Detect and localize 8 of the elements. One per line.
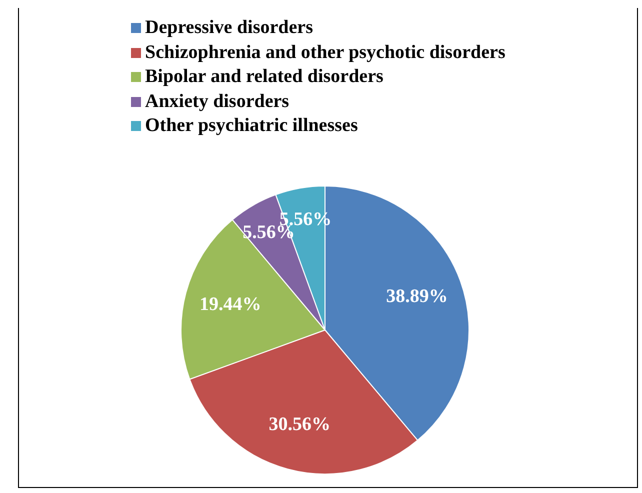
legend-label: Bipolar and related disorders: [145, 65, 384, 89]
data-label: 38.89%: [386, 286, 448, 307]
legend-label: Depressive disorders: [145, 16, 313, 40]
legend-label: Schizophrenia and other psychotic disorders: [145, 40, 506, 64]
legend-label: Anxiety disorders: [145, 90, 290, 114]
legend-label: Other psychiatric illnesses: [145, 114, 358, 138]
data-label: 19.44%: [200, 294, 262, 316]
data-label: 30.56%: [268, 414, 331, 436]
